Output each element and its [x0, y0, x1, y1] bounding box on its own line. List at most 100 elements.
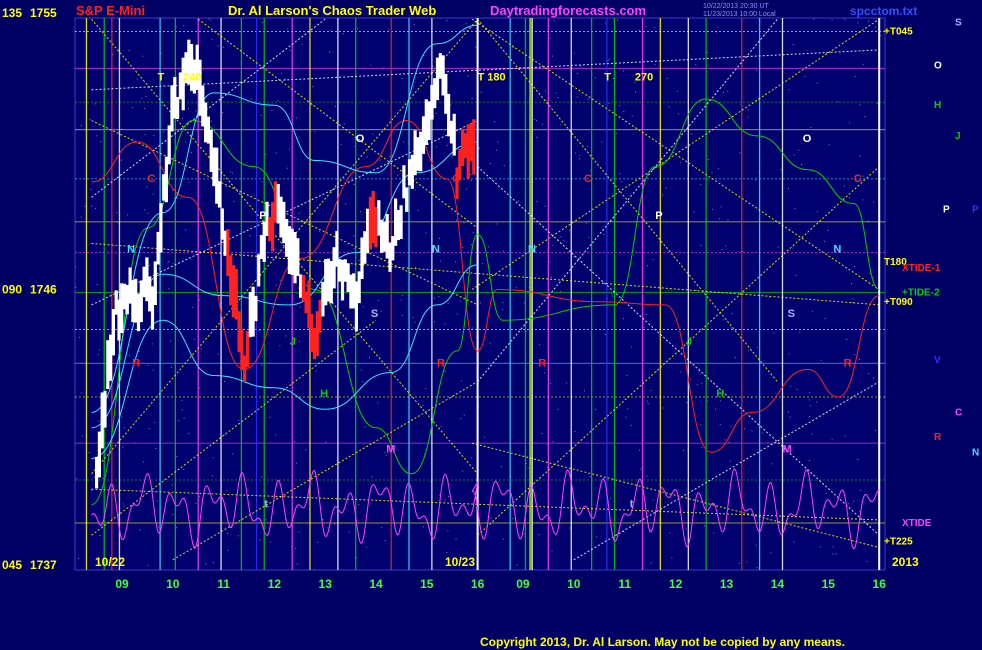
price-bar — [438, 53, 442, 79]
star-dot — [852, 298, 854, 300]
star-dot — [261, 364, 263, 366]
y-axis-deg-label: 090 — [2, 283, 22, 297]
star-dot — [381, 100, 383, 102]
star-dot — [158, 268, 160, 270]
star-dot — [470, 180, 472, 182]
star-dot — [175, 26, 177, 28]
price-bar — [455, 167, 459, 199]
star-dot — [719, 400, 721, 402]
star-dot — [747, 109, 749, 111]
star-dot — [384, 540, 386, 542]
price-bar — [190, 44, 194, 91]
star-dot — [444, 323, 446, 325]
star-dot — [601, 141, 603, 143]
star-dot — [480, 91, 482, 93]
star-dot — [542, 123, 544, 125]
star-dot — [560, 124, 562, 126]
star-dot — [152, 193, 154, 195]
star-dot — [727, 90, 729, 92]
star-dot — [180, 197, 182, 199]
star-dot — [625, 416, 627, 418]
diagonal-line — [91, 49, 880, 91]
star-dot — [312, 86, 314, 88]
star-dot — [456, 219, 457, 221]
price-bar — [329, 261, 333, 304]
day-label: 2013 — [892, 555, 919, 569]
price-bar — [103, 390, 107, 428]
price-bar — [335, 231, 339, 267]
right-label: P — [972, 205, 979, 216]
star-dot — [417, 209, 419, 211]
star-dot — [793, 541, 795, 543]
star-dot — [677, 113, 679, 115]
star-dot — [852, 302, 854, 303]
price-bar — [472, 119, 476, 175]
star-dot — [301, 43, 303, 45]
star-dot — [853, 266, 855, 268]
star-dot — [199, 387, 200, 389]
star-dot — [734, 357, 736, 359]
star-dot — [90, 205, 92, 207]
price-bar — [394, 198, 398, 246]
star-dot — [551, 550, 553, 552]
star-dot — [199, 444, 201, 446]
star-dot — [451, 156, 453, 158]
header-file: spcctom.txt — [850, 4, 917, 18]
star-dot — [796, 388, 798, 390]
right-label: T180 — [884, 257, 907, 268]
star-dot — [484, 436, 486, 438]
price-bar — [192, 59, 196, 94]
star-dot — [237, 535, 239, 537]
star-dot — [544, 372, 546, 374]
star-dot — [859, 358, 861, 360]
star-dot — [432, 65, 434, 67]
star-dot — [149, 265, 151, 266]
star-dot — [285, 335, 287, 337]
star-dot — [121, 128, 123, 130]
price-bar — [122, 283, 127, 310]
star-dot — [100, 141, 102, 143]
price-bar — [245, 331, 250, 368]
star-dot — [385, 454, 387, 456]
star-dot — [590, 170, 592, 172]
star-dot — [229, 171, 231, 173]
star-dot — [630, 425, 632, 426]
star-dot — [512, 47, 514, 48]
star-dot — [844, 19, 846, 20]
star-dot — [489, 163, 491, 164]
price-bar — [276, 184, 280, 224]
star-dot — [868, 20, 869, 22]
price-bar — [234, 269, 238, 320]
price-bar — [220, 208, 224, 240]
star-dot — [152, 369, 154, 371]
right-label: +TIDE-2 — [902, 288, 940, 299]
price-bar — [254, 295, 258, 322]
star-dot — [693, 211, 695, 213]
header-site[interactable]: Daytradingforecasts.com — [490, 3, 646, 18]
star-dot — [502, 309, 504, 310]
star-dot — [98, 349, 100, 351]
star-dot — [141, 97, 143, 99]
star-dot — [182, 117, 183, 119]
price-bar — [416, 137, 420, 171]
price-bar — [259, 235, 263, 259]
star-dot — [555, 92, 557, 94]
star-dot — [368, 357, 370, 359]
star-dot — [299, 306, 301, 308]
star-dot — [739, 152, 741, 154]
star-dot — [402, 314, 403, 316]
star-dot — [147, 29, 149, 31]
star-dot — [728, 441, 730, 443]
star-dot — [471, 457, 473, 459]
price-bar — [332, 247, 336, 289]
star-dot — [533, 119, 535, 121]
plot-label-31: t — [630, 499, 634, 511]
star-dot — [576, 96, 578, 98]
star-dot — [224, 381, 225, 382]
star-dot — [143, 108, 145, 109]
price-bar — [204, 102, 208, 143]
price-bar — [100, 392, 104, 449]
horizontal-grid — [75, 31, 885, 524]
star-dot — [479, 302, 481, 304]
star-dot — [112, 54, 114, 56]
